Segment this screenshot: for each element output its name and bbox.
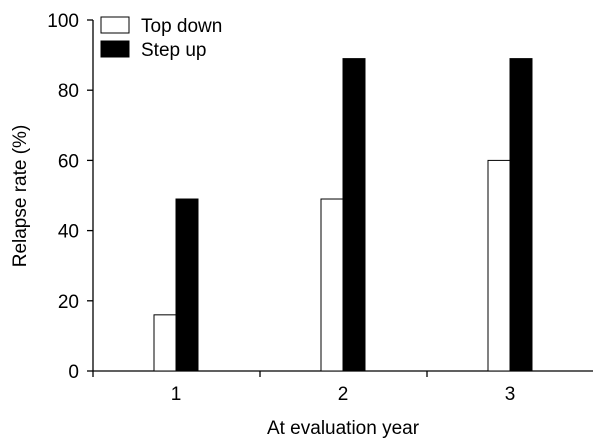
y-tick-label: 80 [58, 81, 79, 102]
bar-step-up [175, 198, 199, 372]
x-tick-label: 1 [171, 384, 182, 405]
bar-top-down [320, 198, 344, 372]
legend-label: Top down [141, 16, 222, 37]
bar-step-up [509, 58, 533, 372]
legend-label: Step up [141, 40, 207, 61]
y-tick-label: 20 [58, 292, 79, 313]
x-tick-label: 2 [338, 384, 349, 405]
y-tick-label: 100 [47, 11, 79, 32]
legend-swatch [100, 16, 130, 34]
x-tick-label: 3 [505, 384, 516, 405]
y-tick-label: 0 [68, 362, 79, 383]
bar-top-down [487, 159, 511, 372]
x-axis-label: At evaluation year [267, 418, 420, 439]
y-axis-label: Relapse rate (%) [10, 125, 31, 268]
y-ticks: 0 20 40 60 80 100 [47, 11, 93, 383]
y-tick-label: 60 [58, 151, 79, 172]
bar-top-down [153, 314, 177, 372]
bars [153, 58, 533, 372]
y-tick-label: 40 [58, 222, 79, 243]
legend-swatch [100, 40, 130, 58]
legend: Top down Step up [100, 16, 222, 61]
x-ticks: 1 2 3 [92, 371, 516, 405]
bar-step-up [342, 58, 366, 372]
